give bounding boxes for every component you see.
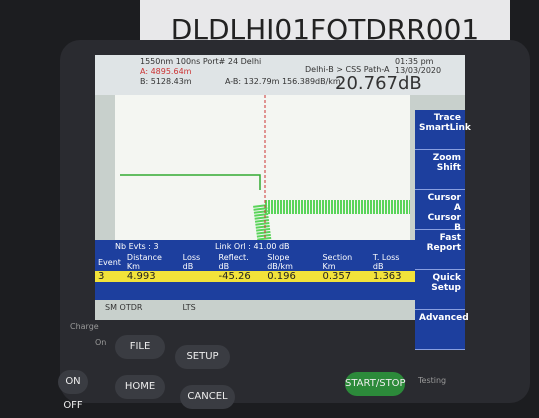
indicator: On: [95, 338, 106, 347]
cell: -45.26: [216, 271, 265, 282]
column-header: Reflect. dB: [216, 253, 265, 271]
cursor-a: A: 4895.64m: [140, 67, 191, 76]
tab[interactable]: SM OTDR: [105, 303, 142, 312]
tab[interactable]: LTS: [182, 303, 195, 312]
column-header: Loss dB: [180, 253, 216, 271]
column-header: Section Km: [319, 253, 369, 271]
delta: A-B: 132.79m 156.389dB/km: [225, 77, 341, 86]
menu-item[interactable]: Zoom Shift: [415, 150, 465, 190]
menu-item[interactable]: Advanced: [415, 310, 465, 350]
column-header: Slope dB/km: [264, 253, 319, 271]
orl: Link Orl : 41.00 dB: [215, 242, 290, 251]
menu-item[interactable]: Quick Setup: [415, 270, 465, 310]
setup: 1550nm 100ns Port# 24 Delhi: [140, 57, 261, 66]
cell: 3: [95, 271, 124, 282]
events: Nb Evts : 3: [115, 242, 159, 251]
cell: 1.363: [370, 271, 415, 282]
cursor-b: B: 5128.43m: [140, 77, 192, 86]
column-header: Distance Km: [124, 253, 180, 271]
cell: 4.993: [124, 271, 180, 282]
photo: DLDLHI01FOTDRR001 1550nm 100ns Port# 24 …: [0, 0, 539, 403]
loss: 20.767dB: [335, 73, 422, 94]
cell: 0.357: [319, 271, 369, 282]
hw-button[interactable]: START/STOP: [345, 372, 405, 396]
hw-button[interactable]: HOME: [115, 375, 165, 399]
hw-button[interactable]: FILE: [115, 335, 165, 359]
time: 01:35 pm 13/03/2020: [395, 57, 465, 75]
menu-item[interactable]: Fast Report: [415, 230, 465, 270]
hw-button[interactable]: CANCEL: [180, 385, 235, 409]
trace-plot: [115, 95, 410, 245]
cell: [180, 271, 216, 282]
indicator: Charge: [70, 322, 99, 331]
indicator: Testing: [418, 376, 446, 385]
header: 1550nm 100ns Port# 24 Delhi A: 4895.64m …: [95, 55, 465, 95]
cell: 0.196: [264, 271, 319, 282]
hw-button[interactable]: SETUP: [175, 345, 230, 369]
hw-button[interactable]: ON OFF: [58, 370, 88, 394]
menu-item[interactable]: Cursor A Cursor B: [415, 190, 465, 230]
tabs: SM OTDR LTS: [105, 303, 236, 312]
screen: 1550nm 100ns Port# 24 Delhi A: 4895.64m …: [95, 55, 465, 320]
menu-item[interactable]: Trace SmartLink: [415, 110, 465, 150]
column-header: T. Loss dB: [370, 253, 415, 271]
column-header: Event: [95, 253, 124, 271]
